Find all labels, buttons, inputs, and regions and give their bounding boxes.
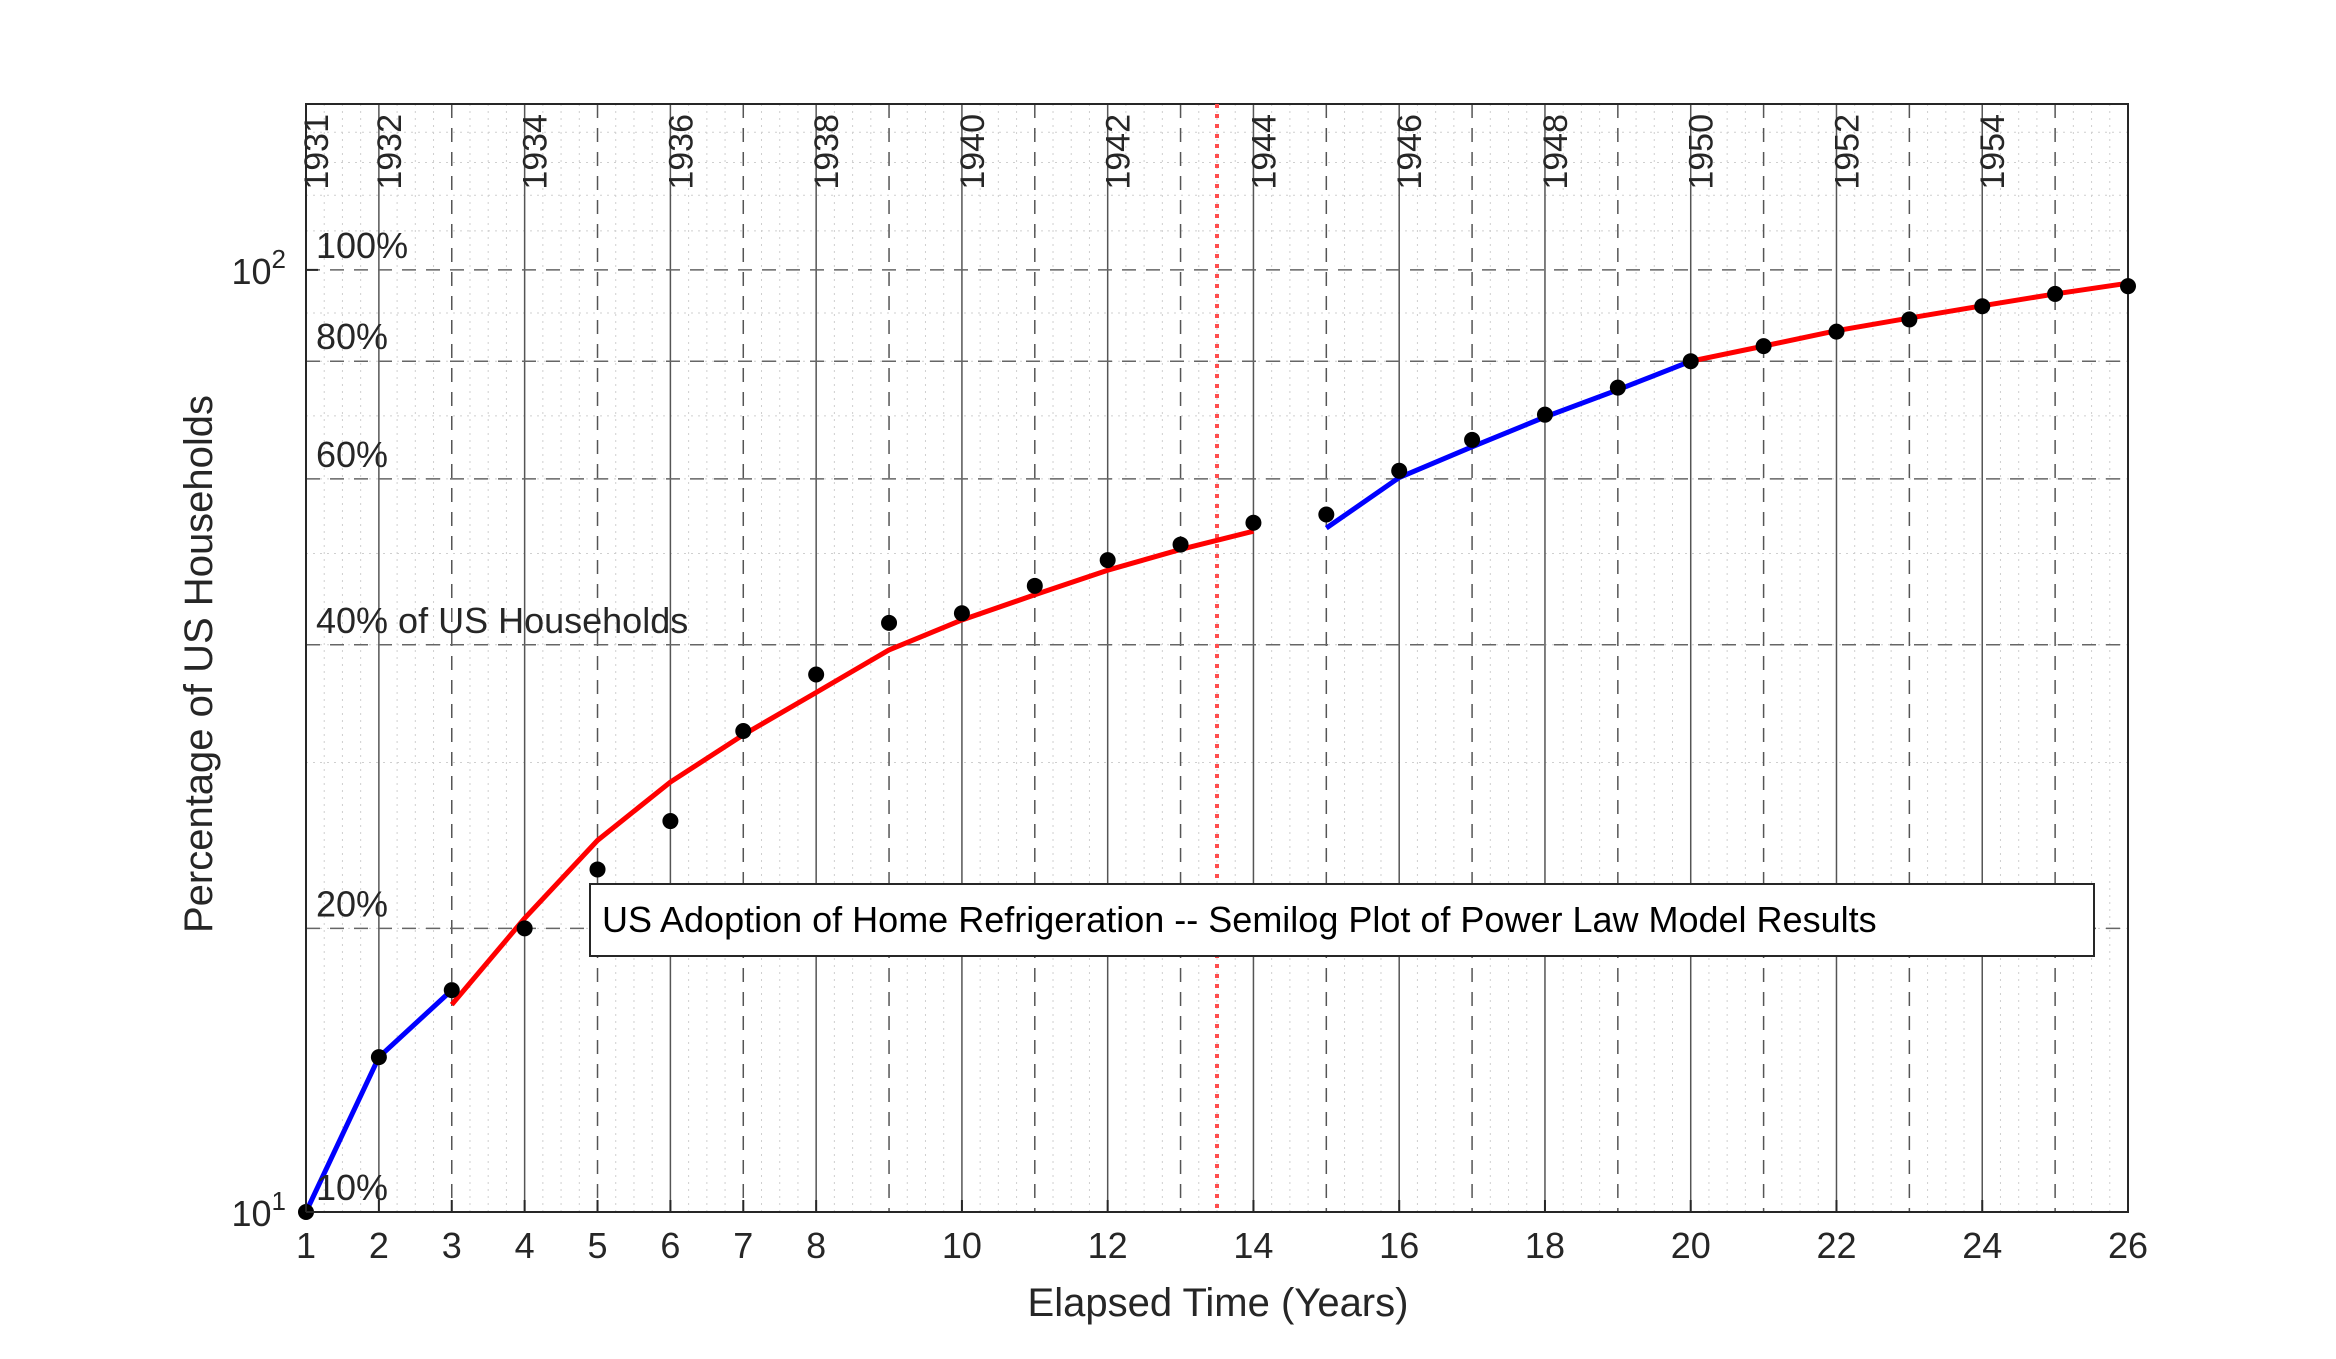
fit-series-line	[1324, 358, 1692, 531]
year-label: 1946	[1391, 114, 1429, 190]
year-label: 1936	[662, 114, 700, 190]
x-tick-label: 7	[733, 1225, 753, 1266]
x-tick-label: 4	[515, 1225, 535, 1266]
data-point	[1318, 506, 1335, 523]
x-tick-label: 18	[1525, 1225, 1565, 1266]
data-point	[2120, 278, 2136, 295]
year-label: 1940	[954, 114, 992, 190]
data-point	[2047, 285, 2064, 302]
data-point	[1026, 577, 1043, 594]
data-point	[1755, 338, 1772, 355]
percent-label: 40% of US Households	[316, 600, 688, 641]
y-tick-label: 102	[231, 244, 286, 292]
data-point	[443, 982, 460, 999]
fit-series-line	[449, 528, 1255, 1007]
x-tick-label: 22	[1816, 1225, 1856, 1266]
x-tick-label: 14	[1233, 1225, 1273, 1266]
x-tick-label: 2	[369, 1225, 389, 1266]
data-point	[808, 666, 825, 683]
x-tick-label: 10	[942, 1225, 982, 1266]
data-point	[589, 861, 606, 878]
data-point	[1609, 379, 1626, 396]
percent-label: 60%	[316, 434, 388, 475]
year-label: 1938	[808, 114, 846, 190]
year-label: 1931	[298, 114, 336, 190]
data-point	[1172, 536, 1189, 553]
year-label: 1932	[371, 114, 409, 190]
y-tick-label: 101	[231, 1186, 286, 1234]
x-tick-label: 6	[660, 1225, 680, 1266]
chart-title-frame	[589, 883, 2095, 957]
year-label: 1948	[1537, 114, 1575, 190]
year-label: 1952	[1828, 114, 1866, 190]
x-tick-label: 16	[1379, 1225, 1419, 1266]
data-point	[1974, 298, 1991, 315]
percent-label: 20%	[316, 883, 388, 924]
x-tick-label: 3	[442, 1225, 462, 1266]
chart-title-box: US Adoption of Home Refrigeration -- Sem…	[589, 883, 2095, 957]
chart-title: US Adoption of Home Refrigeration -- Sem…	[602, 899, 1877, 940]
data-point	[735, 723, 752, 740]
x-tick-label: 26	[2108, 1225, 2148, 1266]
percent-label: 100%	[316, 225, 408, 266]
data-point	[1536, 406, 1553, 423]
data-point	[662, 813, 679, 830]
year-label: 1950	[1683, 114, 1721, 190]
data-point	[953, 605, 970, 622]
x-tick-label: 20	[1671, 1225, 1711, 1266]
year-label: 1954	[1974, 114, 2012, 190]
data-point	[1245, 514, 1262, 531]
x-tick-label: 8	[806, 1225, 826, 1266]
percent-label: 10%	[316, 1167, 388, 1208]
data-point	[1099, 552, 1116, 569]
year-label: 1944	[1245, 114, 1283, 190]
data-point	[1464, 431, 1481, 448]
data-point	[1828, 323, 1845, 340]
x-tick-label: 24	[1962, 1225, 2002, 1266]
data-point	[516, 920, 533, 937]
data-point	[370, 1049, 387, 1066]
percent-label: 80%	[316, 316, 388, 357]
year-label: 1934	[517, 114, 555, 190]
year-label: 1942	[1100, 114, 1138, 190]
y-axis-label: Percentage of US Households	[177, 395, 221, 933]
x-tick-label: 12	[1088, 1225, 1128, 1266]
x-tick-label: 5	[588, 1225, 608, 1266]
data-point	[881, 614, 898, 631]
data-point	[1682, 353, 1699, 370]
data-point	[1901, 311, 1918, 328]
x-tick-label: 1	[296, 1225, 316, 1266]
data-layer	[298, 104, 2136, 1220]
x-axis-label: Elapsed Time (Years)	[1028, 1281, 1409, 1325]
data-point	[1391, 462, 1408, 479]
